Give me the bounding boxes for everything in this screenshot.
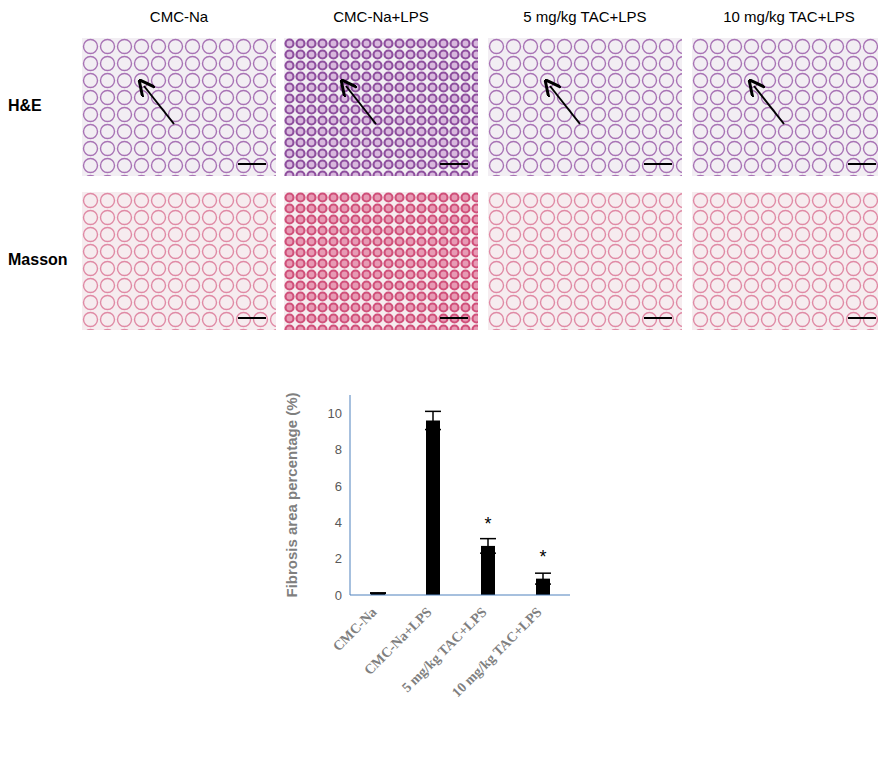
svg-text:10 mg/kg TAC+LPS: 10 mg/kg TAC+LPS [449,604,545,700]
svg-text:5 mg/kg TAC+LPS: 5 mg/kg TAC+LPS [398,604,490,696]
html-text:10 mg/kg TAC+LPS: 10 mg/kg TAC+LPS [723,8,855,25]
svg-text:CMC-Na+LPS: CMC-Na+LPS [361,604,435,678]
html-text:CMC-Na: CMC-Na [149,8,209,25]
html-text:H&E: H&E [8,97,42,114]
html-text:5 mg/kg TAC+LPS: 5 mg/kg TAC+LPS [523,8,647,25]
svg-text:4: 4 [335,515,342,530]
svg-text:2: 2 [335,551,342,566]
html-text:Masson: Masson [8,251,68,268]
svg-text:0: 0 [335,588,342,603]
svg-text:Fibrosis area percentage (%): Fibrosis area percentage (%) [283,392,300,597]
svg-text:10: 10 [328,406,342,421]
svg-text:CMC-Na: CMC-Na [330,605,380,655]
svg-text:8: 8 [335,442,342,457]
html-text:CMC-Na+LPS: CMC-Na+LPS [333,8,429,25]
svg-text:6: 6 [335,479,342,494]
svg-text:*: * [484,514,491,534]
svg-text:*: * [539,547,546,567]
